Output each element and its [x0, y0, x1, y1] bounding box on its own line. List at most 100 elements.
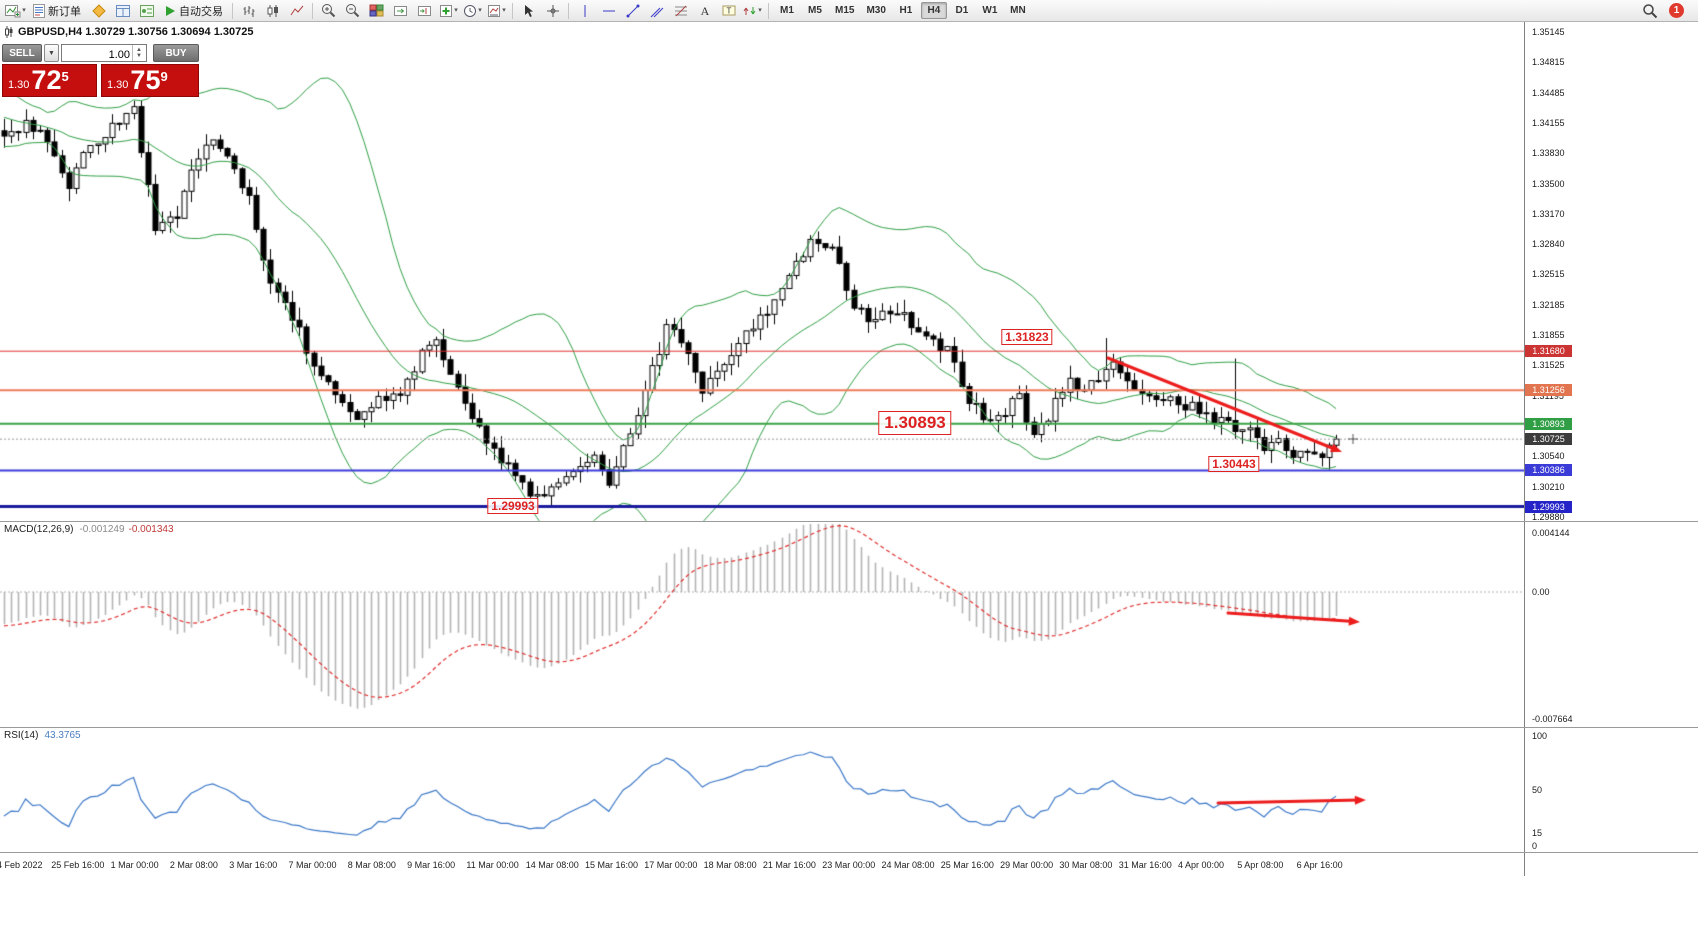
timeframe-button-M1[interactable]: M1	[780, 5, 794, 16]
timeframe-button-H4[interactable]: H4	[920, 2, 947, 19]
channel-icon	[650, 7, 663, 17]
main-toolbar: ▾ 新订单 自动交易	[0, 0, 1698, 22]
chart-shift-button[interactable]	[413, 0, 436, 21]
chevron-up-icon: ▲	[136, 47, 142, 53]
price-tick: 1.34155	[1532, 118, 1565, 129]
timeframe-button-W1[interactable]: W1	[982, 5, 998, 16]
time-label: 6 Apr 16:00	[1296, 860, 1343, 870]
zoom-in-button[interactable]	[317, 0, 340, 21]
line-chart-icon	[290, 5, 303, 15]
channel-button[interactable]	[645, 0, 668, 21]
auto-scroll-icon	[394, 5, 407, 16]
price-tick: 1.32515	[1532, 269, 1565, 280]
bid-price-box: 1.30725	[1525, 433, 1572, 446]
rsi-axis-label: 0	[1532, 841, 1538, 851]
toolbar-separator	[512, 2, 513, 19]
rsi-value: 43.3765	[44, 730, 81, 741]
time-label: 31 Mar 16:00	[1118, 860, 1172, 870]
time-label: 18 Mar 08:00	[703, 860, 757, 870]
buy-price-small: 1.30	[107, 79, 129, 91]
time-axis[interactable]: 24 Feb 2022 25 Feb 16:00 1 Mar 00:00 2 Mar …	[0, 852, 1524, 878]
price-level-box: 1.31256	[1525, 384, 1572, 397]
price-annotation[interactable]: 1.31823	[1001, 329, 1053, 345]
price-annotation[interactable]: 1.29993	[487, 498, 539, 514]
price-tick: 1.29880	[1532, 512, 1565, 522]
timeframe-button-M5[interactable]: M5	[808, 5, 822, 16]
timeframe-button-H1[interactable]: H1	[899, 5, 913, 16]
panel-divider[interactable]	[0, 727, 1698, 728]
timeframe-button-MN[interactable]: MN	[1010, 5, 1026, 16]
panel-divider[interactable]	[0, 521, 1698, 522]
data-window-button[interactable]	[111, 0, 134, 21]
buy-price-big: 75	[130, 65, 161, 95]
data-window-icon	[115, 4, 130, 17]
navigator-button[interactable]	[135, 0, 158, 21]
price-tick: 1.32185	[1532, 299, 1565, 310]
trendline-button[interactable]	[621, 0, 644, 21]
volume-input[interactable]	[62, 47, 146, 63]
fibonacci-button[interactable]	[669, 0, 692, 21]
navigator-icon	[139, 4, 154, 17]
templates-button[interactable]: ▾	[485, 0, 508, 21]
text-label-button[interactable]: T	[717, 0, 740, 21]
tile-windows-button[interactable]	[365, 0, 388, 21]
line-chart-button[interactable]	[285, 0, 308, 21]
text-label-icon: T	[722, 5, 735, 16]
text-button[interactable]: A	[693, 0, 716, 21]
periods-button[interactable]: ▾	[461, 0, 484, 21]
fibonacci-icon	[674, 5, 687, 16]
price-tick: 1.33170	[1532, 208, 1565, 219]
templates-icon	[488, 4, 501, 17]
rsi-axis-label: 100	[1532, 731, 1548, 741]
buy-price-box[interactable]: 1.30 75 9	[101, 64, 199, 97]
price-level-box: 1.31680	[1525, 345, 1572, 358]
bar-chart-button[interactable]	[237, 0, 260, 21]
buy-button[interactable]: BUY	[153, 44, 199, 62]
cursor-button[interactable]	[517, 0, 540, 21]
volume-dropdown-button[interactable]: ▼	[44, 44, 59, 62]
time-label: 4 Apr 00:00	[1178, 860, 1225, 870]
search-button[interactable]	[1638, 0, 1661, 21]
auto-scroll-button[interactable]	[389, 0, 412, 21]
notification-badge[interactable]: 1	[1669, 3, 1684, 18]
price-tick: 1.33830	[1532, 148, 1565, 159]
new-chart-button[interactable]: ▾	[4, 0, 27, 21]
price-chart-canvas[interactable]	[0, 22, 1524, 876]
symbol-info: GBPUSD,H4 1.30729 1.30756 1.30694 1.3072…	[4, 26, 253, 38]
sell-price-small: 1.30	[8, 79, 30, 91]
price-tick: 1.35145	[1532, 27, 1565, 37]
price-tick: 1.34485	[1532, 87, 1565, 98]
price-annotation[interactable]: 1.30443	[1208, 456, 1260, 472]
crosshair-button[interactable]	[541, 0, 564, 21]
timeframe-button-M15[interactable]: M15	[835, 5, 855, 16]
auto-trading-label: 自动交易	[179, 5, 223, 18]
add-indicator-button[interactable]: ▾	[437, 0, 460, 21]
price-tick: 1.32840	[1532, 239, 1565, 250]
time-label: 3 Mar 16:00	[229, 860, 278, 870]
candlestick-mode-button[interactable]	[261, 0, 284, 21]
toolbar-separator	[312, 2, 313, 19]
auto-trading-button[interactable]: 自动交易	[159, 0, 228, 21]
timeframe-button-D1[interactable]: D1	[955, 5, 969, 16]
chart-shift-icon	[418, 5, 431, 16]
toolbar-separator	[568, 2, 569, 19]
timeframe-button-M30[interactable]: M30	[866, 5, 886, 16]
new-order-button[interactable]: 新订单	[28, 0, 86, 21]
metaquotes-button[interactable]	[87, 0, 110, 21]
chevron-down-icon: ▾	[454, 7, 458, 14]
vertical-line-button[interactable]	[573, 0, 596, 21]
sell-price-box[interactable]: 1.30 72 5	[2, 64, 97, 97]
zoom-in-icon	[322, 4, 336, 18]
chevron-down-icon: ▼	[48, 49, 55, 57]
macd-name: MACD(12,26,9)	[4, 524, 74, 535]
vertical-line-icon	[584, 4, 585, 17]
zoom-out-button[interactable]	[341, 0, 364, 21]
horizontal-line-button[interactable]	[597, 0, 620, 21]
price-axis[interactable]: 1.35145 1.34815 1.34485 1.34155 1.33830 1.335…	[1524, 22, 1698, 876]
cursor-icon	[524, 4, 533, 17]
sell-price-sup: 5	[61, 69, 69, 84]
price-annotation[interactable]: 1.30893	[878, 411, 952, 435]
arrow-objects-button[interactable]: ▾	[741, 0, 764, 21]
sell-button[interactable]: SELL	[2, 44, 42, 62]
volume-stepper[interactable]: ▲ ▼	[132, 45, 145, 61]
